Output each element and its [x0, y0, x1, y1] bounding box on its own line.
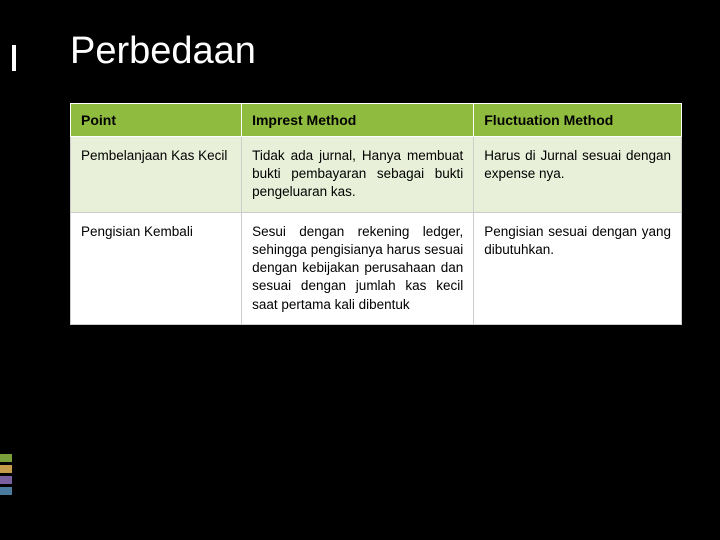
header-imprest: Imprest Method — [242, 104, 474, 137]
accent-stripes — [0, 454, 12, 498]
table-row: Pengisian Kembali Sesui dengan rekening … — [71, 212, 682, 324]
comparison-table: Point Imprest Method Fluctuation Method … — [70, 103, 682, 325]
cell-fluctuation: Harus di Jurnal sesuai dengan expense ny… — [474, 137, 682, 213]
table-header-row: Point Imprest Method Fluctuation Method — [71, 104, 682, 137]
title-accent — [12, 45, 38, 71]
cell-fluctuation: Pengisian sesuai dengan yang dibutuhkan. — [474, 212, 682, 324]
cell-point: Pengisian Kembali — [71, 212, 242, 324]
stripe — [0, 454, 12, 462]
cell-point: Pembelanjaan Kas Kecil — [71, 137, 242, 213]
table-row: Pembelanjaan Kas Kecil Tidak ada jurnal,… — [71, 137, 682, 213]
header-fluctuation: Fluctuation Method — [474, 104, 682, 137]
stripe — [0, 487, 12, 495]
cell-imprest: Sesui dengan rekening ledger, sehingga p… — [242, 212, 474, 324]
header-point: Point — [71, 104, 242, 137]
slide-title: Perbedaan — [70, 30, 682, 73]
stripe — [0, 465, 12, 473]
stripe — [0, 476, 12, 484]
cell-imprest: Tidak ada jurnal, Hanya membuat bukti pe… — [242, 137, 474, 213]
slide-content: Perbedaan Point Imprest Method Fluctuati… — [0, 0, 720, 345]
